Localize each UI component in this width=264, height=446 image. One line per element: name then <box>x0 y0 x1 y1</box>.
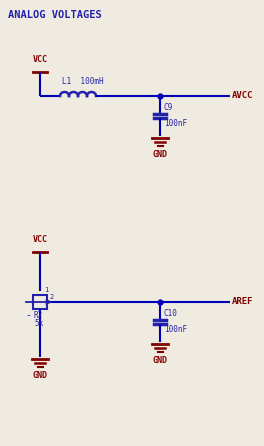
Text: VCC: VCC <box>32 235 48 244</box>
Text: AREF: AREF <box>232 297 253 306</box>
Text: GND: GND <box>153 150 167 159</box>
Text: ANALOG VOLTAGES: ANALOG VOLTAGES <box>8 10 102 20</box>
Text: C10: C10 <box>164 309 178 318</box>
Text: 2: 2 <box>49 294 53 300</box>
Text: VCC: VCC <box>32 55 48 64</box>
Text: 1: 1 <box>44 287 48 293</box>
Text: GND: GND <box>32 371 48 380</box>
Bar <box>33 295 47 309</box>
Text: 100nF: 100nF <box>164 325 187 334</box>
Text: 100nF: 100nF <box>164 119 187 128</box>
Text: R2: R2 <box>34 311 43 320</box>
Text: -: - <box>25 310 31 320</box>
Text: 5k: 5k <box>34 319 43 328</box>
Text: GND: GND <box>153 356 167 365</box>
Text: L1  100mH: L1 100mH <box>62 77 104 86</box>
Text: C9: C9 <box>164 103 173 112</box>
Text: AVCC: AVCC <box>232 91 253 100</box>
